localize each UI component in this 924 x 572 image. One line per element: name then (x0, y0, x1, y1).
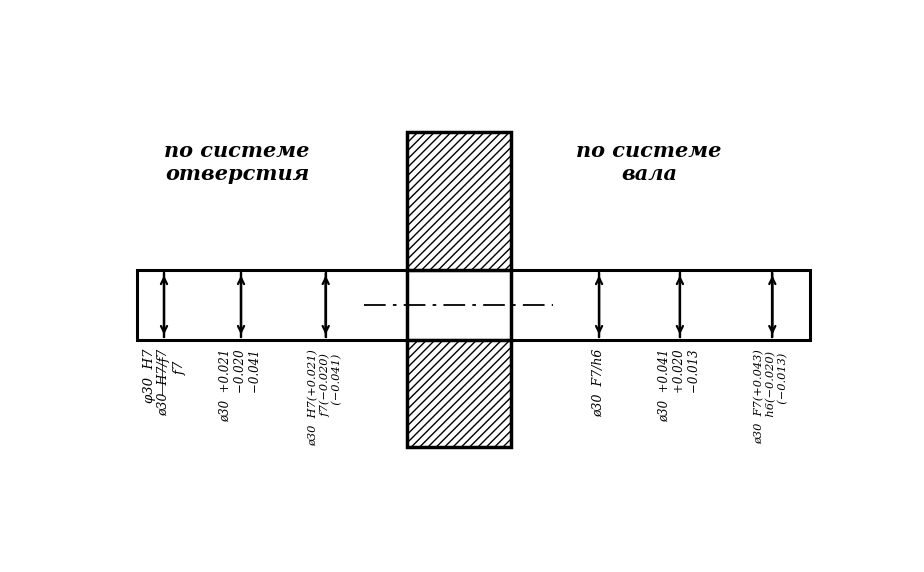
Text: ø30  +0.041
        +0.020
        −0.013: ø30 +0.041 +0.020 −0.013 (658, 349, 700, 423)
Text: ø30  H7/f7: ø30 H7/f7 (157, 349, 170, 416)
Text: по системе
вала: по системе вала (577, 141, 722, 184)
Bar (407, 340, 510, 447)
Text: φ30  H7
―――
    f7: φ30 H7 ――― f7 (142, 349, 186, 403)
Text: ø30  H7(+0.021)
       f7(−0.020)
          (−0.041): ø30 H7(+0.021) f7(−0.020) (−0.041) (308, 349, 342, 446)
Text: ø30  F7/h6: ø30 F7/h6 (591, 349, 605, 418)
Text: ø30  F7(+0.043)
       h6(−0.020)
          (−0.013): ø30 F7(+0.043) h6(−0.020) (−0.013) (754, 349, 789, 444)
Text: ø30  +0.021
        −0.020
        −0.041: ø30 +0.021 −0.020 −0.041 (219, 349, 261, 423)
Bar (137, 271, 810, 340)
Text: по системе
отверстия: по системе отверстия (164, 141, 310, 184)
Bar (407, 132, 510, 271)
